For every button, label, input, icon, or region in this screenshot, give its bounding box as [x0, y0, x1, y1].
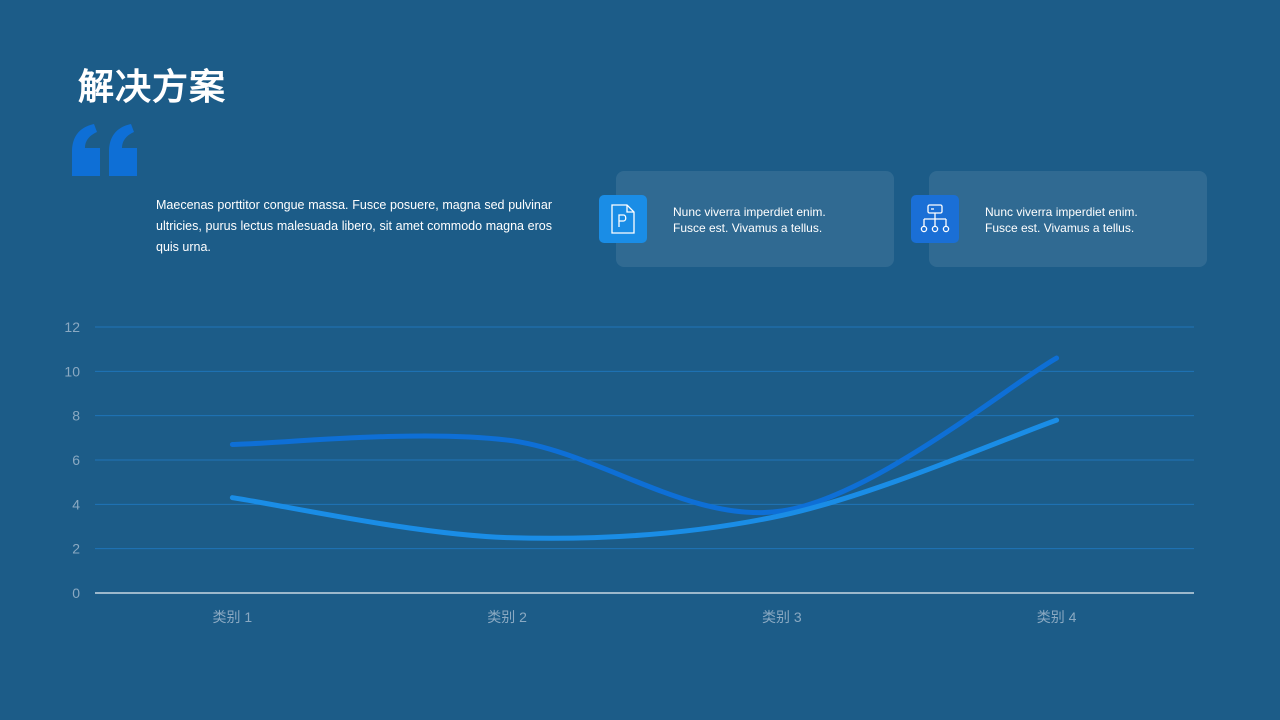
info-card-1-line2: Fusce est. Vivamus a tellus. — [673, 221, 823, 235]
document-p-icon — [599, 195, 647, 243]
page-title: 解决方案 — [78, 67, 227, 108]
x-tick-label: 类别 3 — [762, 609, 802, 625]
y-tick-label: 6 — [72, 452, 80, 468]
series-line-2 — [229, 417, 1060, 541]
x-tick-label: 类别 2 — [487, 609, 527, 625]
y-tick-label: 0 — [72, 585, 80, 601]
x-tick-label: 类别 1 — [213, 609, 253, 625]
intro-text: Maecenas porttitor congue massa. Fusce p… — [156, 198, 552, 254]
info-card-1-line1: Nunc viverra imperdiet enim. — [673, 205, 826, 219]
x-tick-label: 类别 4 — [1037, 609, 1077, 625]
hierarchy-icon — [911, 195, 959, 243]
info-card-1-text: Nunc viverra imperdiet enim. Fusce est. … — [673, 204, 873, 236]
y-tick-label: 2 — [72, 541, 80, 557]
y-tick-label: 12 — [64, 319, 80, 335]
line-chart: 0 2 4 6 8 10 12 类别 1 类别 2 类别 3 类别 4 — [64, 319, 1194, 625]
info-card-1 — [616, 171, 894, 267]
series-line-1 — [229, 355, 1060, 516]
y-tick-label: 8 — [72, 408, 80, 424]
info-card-2 — [929, 171, 1207, 267]
info-card-2-line1: Nunc viverra imperdiet enim. — [985, 205, 1138, 219]
info-card-2-line2: Fusce est. Vivamus a tellus. — [985, 221, 1135, 235]
y-tick-label: 10 — [64, 363, 80, 379]
y-tick-label: 4 — [72, 496, 80, 512]
quote-mark-icon — [72, 124, 137, 176]
info-card-2-text: Nunc viverra imperdiet enim. Fusce est. … — [985, 204, 1185, 236]
